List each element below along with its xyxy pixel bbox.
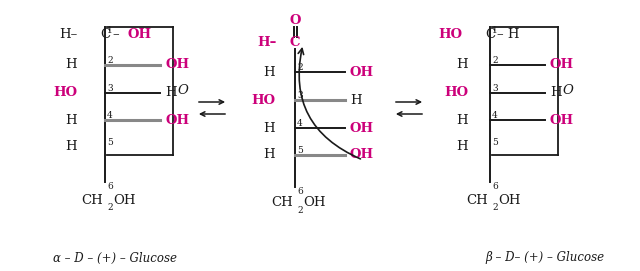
Text: H: H bbox=[456, 140, 468, 153]
Text: H: H bbox=[456, 114, 468, 127]
Text: 2: 2 bbox=[297, 63, 303, 72]
Text: 5: 5 bbox=[107, 138, 113, 147]
Text: OH: OH bbox=[350, 149, 374, 162]
Text: 2: 2 bbox=[107, 56, 113, 65]
Text: α – D – (+) – Glucose: α – D – (+) – Glucose bbox=[53, 251, 177, 264]
Text: OH: OH bbox=[350, 66, 374, 79]
Text: H: H bbox=[65, 114, 77, 127]
Text: 2: 2 bbox=[107, 203, 113, 212]
Text: 4: 4 bbox=[107, 111, 113, 120]
Text: HO: HO bbox=[444, 86, 468, 99]
Text: 3: 3 bbox=[107, 84, 113, 93]
Text: C: C bbox=[290, 36, 300, 49]
Text: HO: HO bbox=[438, 28, 462, 41]
Text: – H: – H bbox=[497, 28, 520, 41]
Text: H: H bbox=[264, 66, 275, 79]
Text: OH: OH bbox=[498, 193, 520, 207]
Text: β – D– (+) – Glucose: β – D– (+) – Glucose bbox=[485, 251, 605, 264]
Text: C: C bbox=[100, 28, 110, 41]
Text: 6: 6 bbox=[492, 182, 498, 191]
Text: OH: OH bbox=[165, 59, 189, 72]
Text: OH: OH bbox=[550, 114, 574, 127]
Text: CH: CH bbox=[467, 193, 488, 207]
Text: H: H bbox=[65, 59, 77, 72]
Text: 3: 3 bbox=[492, 84, 498, 93]
Text: 4: 4 bbox=[492, 111, 498, 120]
Text: H–: H– bbox=[59, 28, 77, 41]
Text: 3: 3 bbox=[297, 91, 303, 100]
Text: C: C bbox=[485, 28, 495, 41]
Text: HO: HO bbox=[53, 86, 77, 99]
Text: OH: OH bbox=[550, 59, 574, 72]
Text: H: H bbox=[350, 93, 362, 107]
Text: O: O bbox=[563, 85, 573, 98]
Text: H: H bbox=[550, 86, 562, 99]
Text: HO: HO bbox=[251, 93, 275, 107]
Text: H–: H– bbox=[258, 36, 277, 49]
Text: 1: 1 bbox=[492, 26, 498, 35]
Text: CH: CH bbox=[81, 193, 103, 207]
Text: 2: 2 bbox=[492, 203, 498, 212]
Text: O: O bbox=[177, 85, 188, 98]
Text: OH: OH bbox=[303, 196, 326, 209]
Text: 6: 6 bbox=[107, 182, 113, 191]
Text: H: H bbox=[456, 59, 468, 72]
Text: OH: OH bbox=[350, 121, 374, 134]
Text: H: H bbox=[264, 149, 275, 162]
Text: –: – bbox=[112, 28, 118, 41]
Text: 1: 1 bbox=[107, 26, 113, 35]
Text: 4: 4 bbox=[297, 119, 303, 128]
Text: OH: OH bbox=[113, 193, 136, 207]
Text: CH: CH bbox=[271, 196, 293, 209]
Text: O: O bbox=[289, 14, 301, 27]
Text: 2: 2 bbox=[297, 206, 303, 215]
Text: 2: 2 bbox=[492, 56, 498, 65]
Text: 5: 5 bbox=[492, 138, 498, 147]
Text: 5: 5 bbox=[297, 146, 303, 155]
Text: H: H bbox=[165, 86, 177, 99]
Text: H: H bbox=[264, 121, 275, 134]
Text: OH: OH bbox=[127, 28, 151, 41]
Text: H: H bbox=[65, 140, 77, 153]
Text: 6: 6 bbox=[297, 187, 303, 196]
Text: OH: OH bbox=[165, 114, 189, 127]
